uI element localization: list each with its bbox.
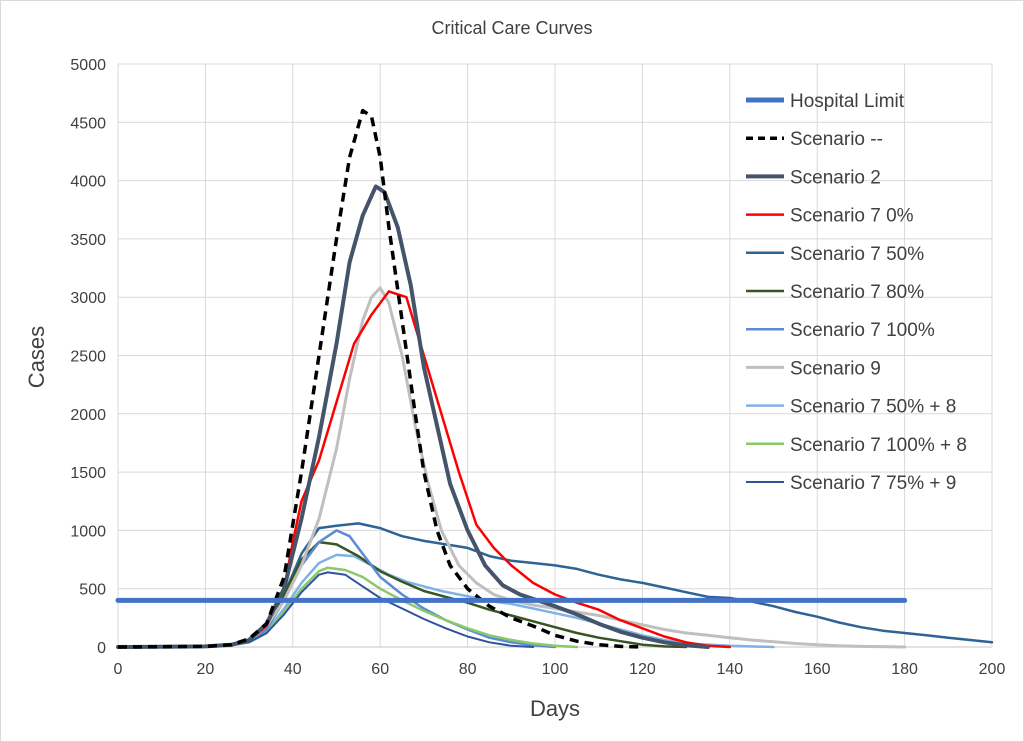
y-tick-label: 3000 <box>70 290 106 307</box>
x-tick-label: 140 <box>716 661 743 678</box>
x-tick-label: 160 <box>804 661 831 678</box>
x-tick-label: 60 <box>371 661 389 678</box>
x-tick-label: 40 <box>284 661 302 678</box>
y-tick-label: 2500 <box>70 349 106 366</box>
y-tick-label: 4500 <box>70 115 106 132</box>
gridlines <box>117 63 993 648</box>
series-line-scenario-7-50 <box>116 522 994 649</box>
y-tick-label: 3500 <box>70 232 106 249</box>
y-axis-title: Cases <box>24 326 49 388</box>
legend-label: Scenario 7 50% + 8 <box>790 397 956 418</box>
x-tick-label: 100 <box>542 661 569 678</box>
chart-title: Critical Care Curves <box>431 18 592 38</box>
legend-label: Scenario 7 80% <box>790 282 924 303</box>
series-line-scenario-7-100-8 <box>116 566 579 649</box>
y-tick-label: 0 <box>97 640 106 657</box>
legend-label: Scenario 7 50% <box>790 244 924 265</box>
y-tick-label: 5000 <box>70 57 106 74</box>
y-tick-label: 1000 <box>70 523 106 540</box>
x-tick-label: 200 <box>979 661 1006 678</box>
x-tick-label: 120 <box>629 661 656 678</box>
x-tick-label: 80 <box>459 661 477 678</box>
legend-label: Scenario 7 100% + 8 <box>790 435 967 456</box>
y-tick-label: 4000 <box>70 174 106 191</box>
series-lines <box>115 108 994 649</box>
x-tick-label: 180 <box>891 661 918 678</box>
y-tick-label: 2000 <box>70 407 106 424</box>
x-axis-title: Days <box>530 696 580 721</box>
x-tick-label: 20 <box>197 661 215 678</box>
legend-label: Scenario -- <box>790 129 883 150</box>
series-line-scenario-9 <box>116 286 907 649</box>
legend-label: Scenario 2 <box>790 167 881 188</box>
tick-labels: 0500100015002000250030003500400045005000… <box>70 57 1005 678</box>
series-line-scenario-7-50-8 <box>116 553 775 649</box>
legend-label: Hospital Limit <box>790 91 905 112</box>
legend-label: Scenario 7 75% + 9 <box>790 473 956 494</box>
legend: Hospital Limit Scenario -- Scenario 2 Scena… <box>746 91 967 494</box>
legend-label: Scenario 7 0% <box>790 206 914 227</box>
y-tick-label: 500 <box>79 582 106 599</box>
series-line-scenario-2 <box>116 184 710 649</box>
y-tick-label: 1500 <box>70 465 106 482</box>
series-line-scenario-7-75-9 <box>117 571 535 648</box>
x-tick-label: 0 <box>114 661 123 678</box>
legend-label: Scenario 7 100% <box>790 320 935 341</box>
legend-label: Scenario 9 <box>790 358 881 379</box>
